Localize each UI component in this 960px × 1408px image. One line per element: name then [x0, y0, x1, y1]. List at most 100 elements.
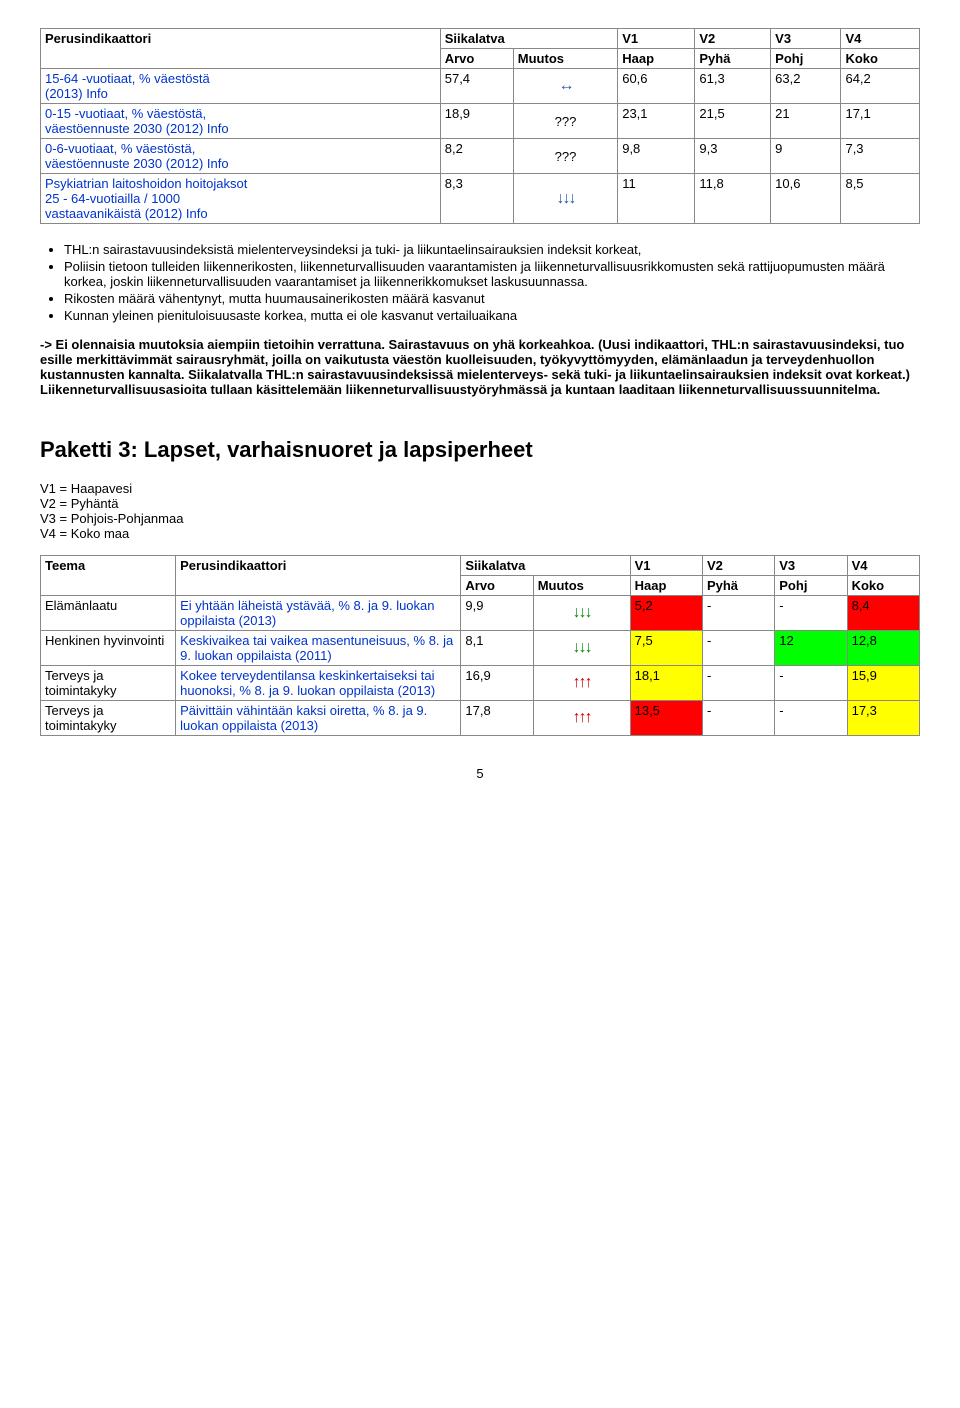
col-v4: V4 — [847, 556, 919, 576]
arvo-cell: 8,3 — [440, 174, 513, 224]
value-cell: 8,5 — [841, 174, 920, 224]
indicator-table-2: Teema Perusindikaattori Siikalatva V1 V2… — [40, 555, 920, 736]
indicator-cell: Kokee terveydentilansa keskinkertaiseksi… — [176, 666, 461, 701]
col-v3: V3 — [771, 29, 841, 49]
trend-icon: ↓↓↓ — [573, 605, 591, 621]
table-row: Terveys ja toimintakykyPäivittäin vähint… — [41, 701, 920, 736]
value-cell: - — [702, 666, 774, 701]
muutos-cell: ↓↓↓ — [533, 631, 630, 666]
col-v2: V2 — [695, 29, 771, 49]
value-cell: 9 — [771, 139, 841, 174]
page-number: 5 — [40, 766, 920, 781]
teema-cell: Henkinen hyvinvointi — [41, 631, 176, 666]
value-cell: 21,5 — [695, 104, 771, 139]
arvo-cell: 8,2 — [440, 139, 513, 174]
list-item: Kunnan yleinen pienituloisuusaste korkea… — [64, 308, 920, 323]
value-cell: 63,2 — [771, 69, 841, 104]
col-arvo: Arvo — [461, 576, 533, 596]
legend-v4: V4 = Koko maa — [40, 526, 920, 541]
table-row: ElämänlaatuEi yhtään läheistä ystävää, %… — [41, 596, 920, 631]
indicator-table-1: Perusindikaattori Siikalatva V1 V2 V3 V4… — [40, 28, 920, 224]
col-muutos: Muutos — [513, 49, 617, 69]
muutos-cell: ↑↑↑ — [533, 666, 630, 701]
value-cell: 5,2 — [630, 596, 702, 631]
value-cell: - — [702, 631, 774, 666]
col-v1: V1 — [618, 29, 695, 49]
value-cell: - — [775, 701, 847, 736]
value-cell: 10,6 — [771, 174, 841, 224]
value-cell: 9,3 — [695, 139, 771, 174]
value-cell: 9,8 — [618, 139, 695, 174]
arvo-cell: 8,1 — [461, 631, 533, 666]
table-row: Psykiatrian laitoshoidon hoitojaksot25 -… — [41, 174, 920, 224]
value-cell: 12,8 — [847, 631, 919, 666]
indicator-cell: Keskivaikea tai vaikea masentuneisuus, %… — [176, 631, 461, 666]
table-row: 0-15 -vuotiaat, % väestöstä,väestöennust… — [41, 104, 920, 139]
muutos-cell: ??? — [513, 104, 617, 139]
value-cell: 13,5 — [630, 701, 702, 736]
value-cell: 11,8 — [695, 174, 771, 224]
col-pohj: Pohj — [775, 576, 847, 596]
value-cell: 23,1 — [618, 104, 695, 139]
trend-icon: ↔ — [559, 78, 573, 94]
value-cell: 15,9 — [847, 666, 919, 701]
table-row: Terveys ja toimintakykyKokee terveydenti… — [41, 666, 920, 701]
value-cell: 12 — [775, 631, 847, 666]
indicator-cell: 0-15 -vuotiaat, % väestöstä,väestöennust… — [41, 104, 441, 139]
value-cell: 11 — [618, 174, 695, 224]
teema-cell: Terveys ja toimintakyky — [41, 701, 176, 736]
value-cell: 8,4 — [847, 596, 919, 631]
trend-icon: ↓↓↓ — [573, 640, 591, 656]
legend-block: V1 = Haapavesi V2 = Pyhäntä V3 = Pohjois… — [40, 481, 920, 541]
col-koko: Koko — [841, 49, 920, 69]
value-cell: 21 — [771, 104, 841, 139]
summary-paragraph: -> Ei olennaisia muutoksia aiempiin tiet… — [40, 337, 920, 397]
legend-v3: V3 = Pohjois-Pohjanmaa — [40, 511, 920, 526]
col-v4: V4 — [841, 29, 920, 49]
list-item: Poliisin tietoon tulleiden liikennerikos… — [64, 259, 920, 289]
trend-icon: ↑↑↑ — [573, 710, 591, 726]
col-v3: V3 — [775, 556, 847, 576]
value-cell: - — [702, 701, 774, 736]
col-siikalatva: Siikalatva — [461, 556, 630, 576]
table-row: 15-64 -vuotiaat, % väestöstä(2013) Info5… — [41, 69, 920, 104]
value-cell: - — [775, 596, 847, 631]
arvo-cell: 57,4 — [440, 69, 513, 104]
col-haap: Haap — [618, 49, 695, 69]
arvo-cell: 17,8 — [461, 701, 533, 736]
arvo-cell: 18,9 — [440, 104, 513, 139]
value-cell: 17,1 — [841, 104, 920, 139]
col-perusindikaattori: Perusindikaattori — [176, 556, 461, 596]
indicator-cell: Päivittäin vähintään kaksi oiretta, % 8.… — [176, 701, 461, 736]
bullet-list: THL:n sairastavuusindeksistä mielenterve… — [64, 242, 920, 323]
indicator-cell: Psykiatrian laitoshoidon hoitojaksot25 -… — [41, 174, 441, 224]
col-pyha: Pyhä — [702, 576, 774, 596]
indicator-cell: 0-6-vuotiaat, % väestöstä,väestöennuste … — [41, 139, 441, 174]
section-heading: Paketti 3: Lapset, varhaisnuoret ja laps… — [40, 437, 920, 463]
value-cell: 7,3 — [841, 139, 920, 174]
value-cell: 18,1 — [630, 666, 702, 701]
value-cell: 60,6 — [618, 69, 695, 104]
muutos-cell: ??? — [513, 139, 617, 174]
col-v1: V1 — [630, 556, 702, 576]
col-v2: V2 — [702, 556, 774, 576]
value-cell: 7,5 — [630, 631, 702, 666]
indicator-cell: 15-64 -vuotiaat, % väestöstä(2013) Info — [41, 69, 441, 104]
col-pohj: Pohj — [771, 49, 841, 69]
list-item: Rikosten määrä vähentynyt, mutta huumaus… — [64, 291, 920, 306]
col-teema: Teema — [41, 556, 176, 596]
arvo-cell: 9,9 — [461, 596, 533, 631]
value-cell: - — [775, 666, 847, 701]
col-arvo: Arvo — [440, 49, 513, 69]
value-cell: 61,3 — [695, 69, 771, 104]
teema-cell: Terveys ja toimintakyky — [41, 666, 176, 701]
table-row: Henkinen hyvinvointiKeskivaikea tai vaik… — [41, 631, 920, 666]
col-perusindikaattori: Perusindikaattori — [41, 29, 441, 69]
value-cell: - — [702, 596, 774, 631]
value-cell: 64,2 — [841, 69, 920, 104]
arvo-cell: 16,9 — [461, 666, 533, 701]
col-pyha: Pyhä — [695, 49, 771, 69]
col-koko: Koko — [847, 576, 919, 596]
table-row: 0-6-vuotiaat, % väestöstä,väestöennuste … — [41, 139, 920, 174]
teema-cell: Elämänlaatu — [41, 596, 176, 631]
